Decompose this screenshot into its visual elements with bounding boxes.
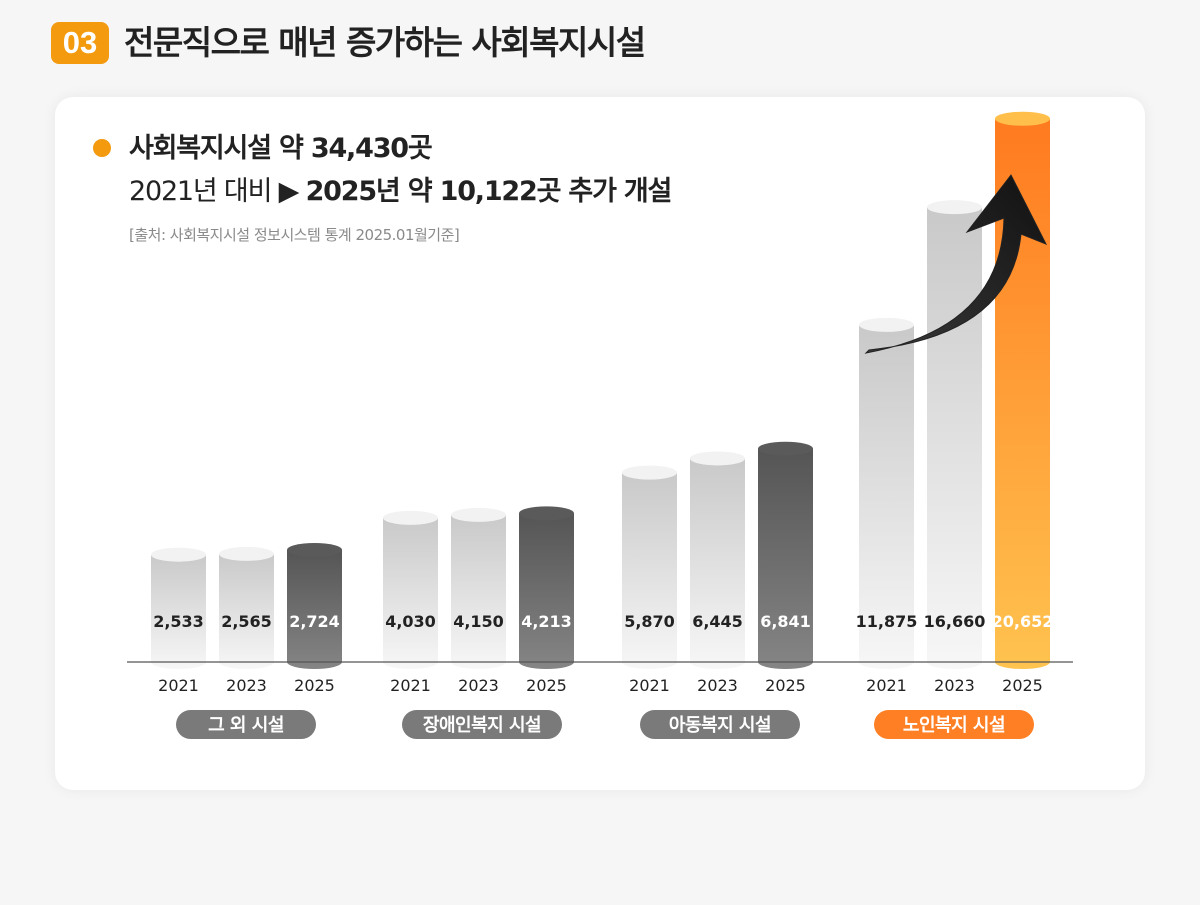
summary-comparison: 2021년 대비 ▶ 2025년 약 10,122곳 추가 개설 [129, 173, 673, 211]
bar-cap [622, 465, 677, 480]
bar-cap [151, 547, 206, 562]
bar [383, 517, 438, 670]
value-label: 6,841 [760, 612, 811, 631]
category-pill [640, 710, 800, 739]
x-tick-label: 2025 [526, 676, 567, 695]
bar [287, 549, 342, 670]
category-label: 아동복지 시설 [669, 715, 771, 736]
category-label: 장애인복지 시설 [423, 715, 541, 736]
value-label: 16,660 [924, 612, 986, 631]
play-arrow-icon: ▶ [278, 176, 300, 207]
x-tick-label: 2023 [934, 676, 975, 695]
category-pill [874, 710, 1034, 739]
bar-cap [383, 510, 438, 525]
bar [622, 472, 677, 670]
bars-layer [151, 111, 1050, 670]
summary-headline: 사회복지시설 약 34,430곳 [129, 133, 433, 164]
bar [151, 554, 206, 669]
bar [519, 513, 574, 670]
bar-cap [927, 200, 982, 215]
value-label: 11,875 [856, 612, 918, 631]
bar-cap [287, 542, 342, 557]
x-tick-label: 2021 [629, 676, 670, 695]
bullet-dot-icon [93, 139, 111, 157]
bar-cap [219, 546, 274, 561]
bar [859, 324, 914, 670]
growth-arrow-icon [864, 174, 1048, 354]
comparison-highlight: 2025년 약 10,122곳 추가 개설 [305, 176, 673, 207]
bar [690, 458, 745, 670]
x-tick-label: 2025 [765, 676, 806, 695]
x-tick-label: 2023 [226, 676, 267, 695]
value-label: 2,533 [153, 612, 204, 631]
category-label: 노인복지 시설 [903, 715, 1005, 736]
section-number-badge: 03 [51, 22, 109, 64]
bar-cap [859, 317, 914, 332]
bar [451, 514, 506, 670]
x-tick-label: 2025 [1002, 676, 1043, 695]
x-tick-label: 2023 [697, 676, 738, 695]
bar [927, 207, 982, 670]
value-label: 6,445 [692, 612, 743, 631]
value-label: 4,213 [521, 612, 572, 631]
comparison-prefix: 2021년 대비 [129, 176, 272, 207]
category-label: 그 외 시설 [208, 715, 284, 736]
value-label: 4,030 [385, 612, 436, 631]
x-tick-label: 2021 [390, 676, 431, 695]
bar [758, 448, 813, 670]
value-label: 20,652 [992, 612, 1054, 631]
category-pill [402, 710, 562, 739]
labels-layer: 2,533 2021 2,565 2023 2,724 2025 그 외 시설 4,030 20… [153, 612, 1053, 739]
value-label: 2,724 [289, 612, 340, 631]
x-tick-label: 2025 [294, 676, 335, 695]
bar [219, 553, 274, 670]
x-tick-label: 2021 [158, 676, 199, 695]
bar-cap [995, 111, 1050, 126]
category-pill [176, 710, 316, 739]
bar-cap [690, 451, 745, 466]
source-note: [출처: 사회복지시설 정보시스템 통계 2025.01월기준] [129, 226, 460, 244]
value-label: 2,565 [221, 612, 272, 631]
bar-cap [758, 441, 813, 456]
value-label: 5,870 [624, 612, 675, 631]
x-tick-label: 2023 [458, 676, 499, 695]
value-label: 4,150 [453, 612, 504, 631]
bar-cap [519, 506, 574, 521]
x-tick-label: 2021 [866, 676, 907, 695]
bar-cap [451, 507, 506, 522]
section-title: 전문직으로 매년 증가하는 사회복지시설 [124, 23, 646, 62]
